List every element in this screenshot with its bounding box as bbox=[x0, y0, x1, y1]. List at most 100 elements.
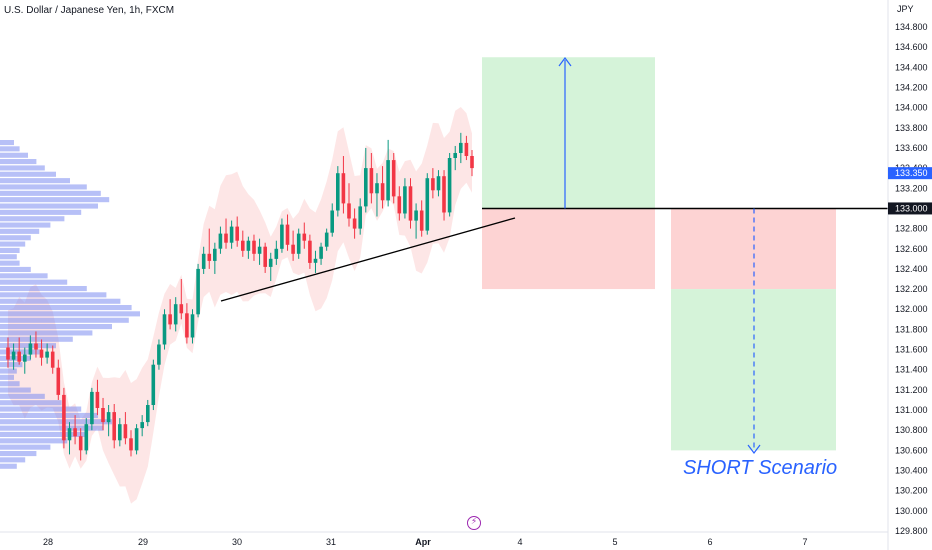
axis-currency-label: JPY bbox=[897, 4, 914, 14]
price-tick-label: 131.800 bbox=[895, 324, 928, 334]
candle-body bbox=[23, 354, 27, 362]
volume-profile-bar bbox=[0, 292, 107, 298]
volume-profile-bar bbox=[0, 178, 70, 184]
candle-body bbox=[336, 173, 340, 211]
time-tick-label: 5 bbox=[612, 537, 617, 547]
candle-body bbox=[380, 183, 385, 201]
short-profit-zone bbox=[671, 289, 836, 451]
volume-profile-bar bbox=[0, 381, 20, 387]
short-scenario-label: SHORT Scenario bbox=[683, 457, 838, 479]
price-tick-label: 133.200 bbox=[895, 183, 928, 193]
candle-body bbox=[123, 424, 128, 439]
candle-body bbox=[190, 314, 195, 338]
price-tick-label: 130.200 bbox=[895, 486, 928, 496]
candle-body bbox=[442, 176, 446, 213]
volume-profile-bar bbox=[0, 140, 14, 146]
volume-profile-bar bbox=[0, 152, 28, 158]
volume-profile-bar bbox=[0, 190, 101, 196]
volume-profile-bar bbox=[0, 317, 129, 323]
candle-body bbox=[285, 224, 290, 245]
price-tick-label: 132.200 bbox=[895, 284, 928, 294]
envelope-band bbox=[8, 107, 472, 504]
candle-body bbox=[280, 224, 284, 249]
candlesticks bbox=[6, 132, 474, 461]
price-tick-label: 134.600 bbox=[895, 42, 928, 52]
volume-profile-bar bbox=[0, 298, 121, 304]
volume-profile-bar bbox=[0, 260, 20, 266]
volume-profile-bar bbox=[0, 451, 37, 457]
volume-profile-bar bbox=[0, 254, 17, 260]
candle-body bbox=[375, 183, 379, 194]
price-axis[interactable]: 134.800 134.600 134.400 134.200 134.000 133.8… bbox=[887, 0, 932, 550]
candle-body bbox=[453, 153, 457, 158]
candle-body bbox=[386, 160, 390, 201]
candle-body bbox=[213, 248, 217, 261]
volume-profile-bar bbox=[0, 209, 82, 215]
long-arrowhead bbox=[558, 57, 572, 67]
candle-body bbox=[296, 233, 301, 254]
candle-body bbox=[330, 210, 334, 233]
time-tick-label: 28 bbox=[43, 537, 53, 547]
candle-body bbox=[34, 343, 38, 350]
candle-body bbox=[224, 233, 228, 243]
price-tick-label: 130.800 bbox=[895, 425, 928, 435]
volume-profile-bar bbox=[0, 412, 98, 418]
candle-body bbox=[235, 226, 239, 241]
price-tick-label: 131.600 bbox=[895, 345, 928, 355]
candle-body bbox=[84, 424, 89, 451]
price-tick-label: 134.000 bbox=[895, 103, 928, 113]
candle-body bbox=[313, 258, 318, 263]
price-tick-label: 131.200 bbox=[895, 385, 928, 395]
volume-profile-bar bbox=[0, 203, 98, 209]
volume-profile-bar bbox=[0, 311, 140, 317]
time-tick-label: 4 bbox=[517, 537, 522, 547]
volume-profile-bar bbox=[0, 171, 56, 177]
volume-profile-bar bbox=[0, 184, 87, 190]
candle-body bbox=[28, 343, 33, 355]
volume-profile-bar bbox=[0, 406, 82, 412]
candle-body bbox=[425, 178, 430, 231]
time-tick-label: 7 bbox=[802, 537, 807, 547]
volume-profile-bar bbox=[0, 146, 20, 152]
price-tick-label: 132.400 bbox=[895, 264, 928, 274]
candle-body bbox=[347, 203, 351, 219]
candle-body bbox=[268, 258, 273, 267]
candle-body bbox=[358, 206, 362, 229]
candle-body bbox=[252, 240, 256, 254]
candle-body bbox=[146, 405, 150, 423]
last-price-value: 133.350 bbox=[895, 168, 928, 178]
candle-body bbox=[162, 314, 167, 345]
candle-body bbox=[218, 233, 223, 249]
candle-body bbox=[207, 253, 212, 261]
candle-body bbox=[419, 210, 424, 231]
chart-title: U.S. Dollar / Japanese Yen, 1h, FXCM bbox=[4, 5, 175, 16]
price-tick-label: 129.800 bbox=[895, 526, 928, 536]
candle-body bbox=[408, 186, 413, 221]
candle-body bbox=[67, 428, 72, 441]
volume-profile-bar bbox=[0, 374, 14, 380]
candle-body bbox=[173, 304, 178, 325]
candle-body bbox=[201, 253, 206, 269]
volume-profile-bar bbox=[0, 286, 87, 292]
candle-body bbox=[129, 438, 133, 451]
volume-profile-bar bbox=[0, 247, 20, 253]
candle-body bbox=[95, 391, 100, 408]
candle-body bbox=[118, 424, 122, 441]
price-tick-label: 131.000 bbox=[895, 405, 928, 415]
volume-profile-bar bbox=[0, 222, 51, 228]
volume-profile-bar bbox=[0, 387, 31, 393]
price-tick-label: 130.400 bbox=[895, 466, 928, 476]
lightning-icon[interactable]: ⚡ bbox=[467, 516, 481, 530]
candle-body bbox=[352, 218, 357, 229]
envelope-band-area bbox=[8, 107, 472, 504]
rising-trendline bbox=[220, 217, 516, 302]
time-axis[interactable]: 28 29 30 31 Apr 4 5 6 7 bbox=[0, 531, 888, 547]
price-tick-label: 132.600 bbox=[895, 244, 928, 254]
price-tick-label: 132.800 bbox=[895, 224, 928, 234]
time-tick-label: 6 bbox=[707, 537, 712, 547]
candle-body bbox=[168, 314, 172, 325]
candle-body bbox=[179, 304, 184, 314]
candle-body bbox=[56, 367, 61, 395]
volume-profile-bar bbox=[0, 228, 40, 234]
